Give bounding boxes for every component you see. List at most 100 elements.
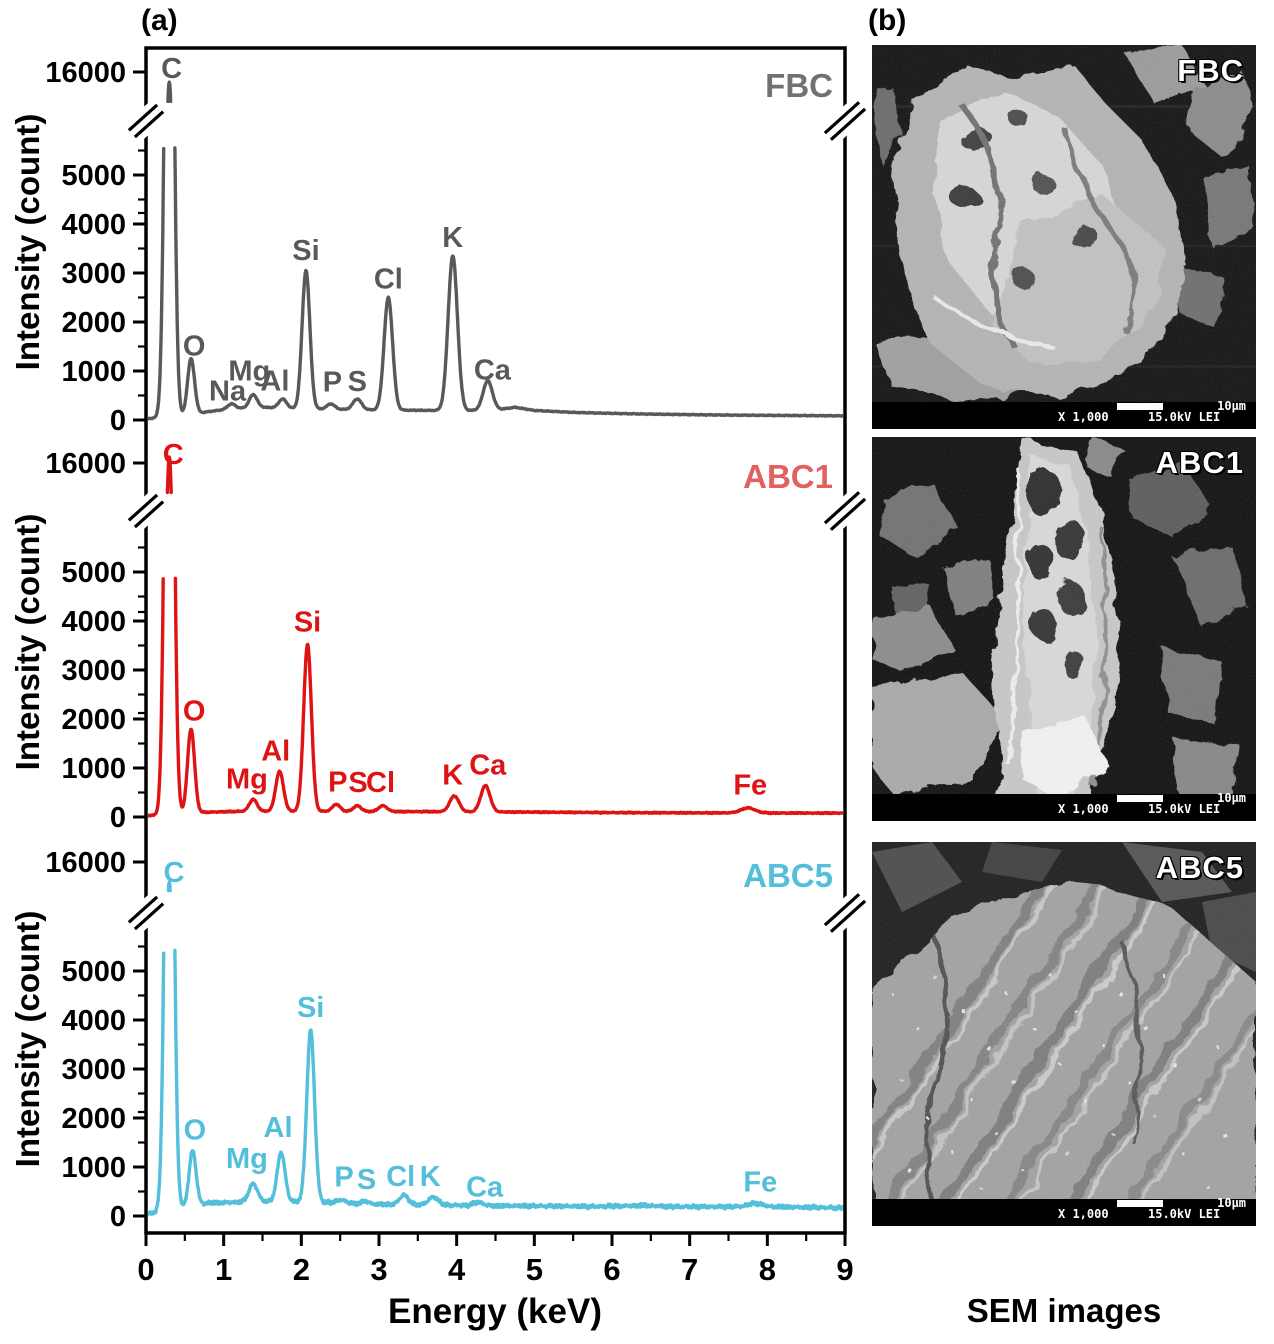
x-tick-label: 3 (370, 1252, 387, 1287)
sem-texture-abc1 (872, 437, 1256, 821)
sem-voltage: 15.0kV LEI (1148, 802, 1221, 816)
axis-break-right (819, 888, 870, 938)
break-slash (133, 500, 165, 529)
peak-label-ca-abc5: Ca (466, 1172, 504, 1204)
break-slash (823, 893, 861, 927)
sem-image-fbc: FBC X 1,000 15.0kV LEI 10µm (872, 45, 1256, 429)
y-tick-label: 4000 (61, 606, 126, 638)
x-tick-label: 1 (215, 1252, 232, 1287)
peak-label-mg-abc5: Mg (226, 1143, 268, 1175)
break-slash (127, 895, 159, 924)
grain-overlay (872, 437, 1256, 794)
spectrum-curve-fbc (148, 80, 843, 421)
peak-label-o-abc5: O (184, 1114, 207, 1146)
peak-label-al-abc1: Al (261, 735, 290, 767)
y-tick-label: 0 (110, 1201, 126, 1233)
peak-label-na-fbc: Na (209, 376, 247, 408)
y-tick-label: 0 (110, 802, 126, 834)
break-slash (829, 497, 867, 531)
peak-label-k-abc5: K (420, 1161, 441, 1193)
sem-label-fbc: FBC (1177, 53, 1244, 88)
sem-label-abc5: ABC5 (1155, 850, 1244, 885)
break-slash (127, 493, 159, 522)
break-gap (819, 486, 870, 536)
sem-voltage: 15.0kV LEI (1148, 410, 1221, 424)
spectrum-curve-abc5 (148, 880, 843, 1216)
sem-scale-text: 10µm (1217, 791, 1246, 805)
break-slash (829, 899, 867, 933)
y-tick-label: 5000 (61, 956, 126, 988)
break-gap (123, 489, 169, 533)
peak-label-fe-abc1: Fe (733, 770, 767, 802)
break-gap (819, 96, 870, 146)
x-tick-label: 8 (759, 1252, 776, 1287)
peak-label-cl-fbc: Cl (374, 263, 403, 295)
y-tick-label: 5000 (61, 160, 126, 192)
sem-caption: SEM images (966, 1292, 1162, 1329)
break-slash (133, 110, 165, 139)
peak-label-k-abc1: K (442, 759, 463, 791)
eds-spectra-panel: 0 1000 2000 3000 4000 5000 16000 0 1000 2000 3000 4… (45, 46, 870, 1287)
x-tick-label: 6 (603, 1252, 620, 1287)
peak-label-si-fbc: Si (292, 235, 319, 267)
sem-scale-text: 10µm (1217, 399, 1246, 413)
spectrum-title-abc1: ABC1 (743, 458, 833, 495)
break-slash (127, 103, 159, 132)
axis-break-right (819, 486, 870, 536)
y-tick-label: 16000 (45, 448, 126, 480)
y-tick-label: 16000 (45, 57, 126, 89)
x-tick-label: 7 (681, 1252, 698, 1287)
break-gap (123, 891, 169, 935)
x-tick-label: 5 (526, 1252, 543, 1287)
spectrum-title-abc5: ABC5 (743, 857, 833, 894)
peak-label-al-abc5: Al (264, 1112, 293, 1144)
y-tick-label: 3000 (61, 1054, 126, 1086)
y-tick-label: 4000 (61, 1005, 126, 1037)
sem-texture-abc5 (872, 842, 1256, 1226)
y-tick-label: 3000 (61, 258, 126, 290)
sem-scale-text: 10µm (1217, 1196, 1246, 1210)
break-slash (829, 107, 867, 141)
sem-info-bar (872, 794, 1256, 821)
sem-scale-bar (1117, 795, 1163, 802)
grain-overlay (872, 45, 1256, 402)
sem-image-abc1: ABC1 X 1,000 15.0kV LEI 10µm (872, 437, 1256, 821)
y-tick-label: 2000 (61, 1103, 126, 1135)
peak-label-s-abc1: S (348, 767, 367, 799)
peak-label-ca-abc1: Ca (469, 750, 507, 782)
panel-a-label: (a) (141, 4, 178, 37)
y-tick-label: 0 (110, 405, 126, 437)
peak-label-ca-fbc: Ca (474, 355, 512, 387)
peak-label-cl-abc1: Cl (366, 767, 395, 799)
break-gap (819, 888, 870, 938)
sem-magnification: X 1,000 (1058, 1207, 1109, 1221)
axis-break-left (123, 489, 169, 533)
sem-scale-bar (1117, 1200, 1163, 1207)
axis-break-right (819, 96, 870, 146)
peak-label-si-abc5: Si (297, 992, 324, 1024)
sem-magnification: X 1,000 (1058, 802, 1109, 816)
y-tick-label: 4000 (61, 209, 126, 241)
y-tick-label: 2000 (61, 704, 126, 736)
sem-magnification: X 1,000 (1058, 410, 1109, 424)
peak-label-mg-fbc: Mg (228, 356, 270, 388)
x-tick-label: 9 (836, 1252, 853, 1287)
break-gap (123, 99, 169, 143)
break-slash (823, 101, 861, 135)
y-tick-label: 1000 (61, 753, 126, 785)
x-tick-label: 4 (448, 1252, 466, 1287)
y-tick-label: 5000 (61, 557, 126, 589)
break-slash (823, 491, 861, 525)
grain-overlay (872, 842, 1256, 1199)
peak-label-o-fbc: O (183, 331, 206, 363)
x-tick-label: 2 (293, 1252, 310, 1287)
peak-label-c-abc1: C (163, 439, 184, 471)
y-tick-label: 3000 (61, 655, 126, 687)
peak-label-p-abc1: P (328, 767, 347, 799)
sem-texture-fbc (872, 45, 1256, 429)
x-axis-title: Energy (keV) (388, 1292, 602, 1331)
peak-label-c-abc5: C (163, 857, 184, 889)
y-tick-label: 2000 (61, 307, 126, 339)
y-tick-label: 16000 (45, 847, 126, 879)
